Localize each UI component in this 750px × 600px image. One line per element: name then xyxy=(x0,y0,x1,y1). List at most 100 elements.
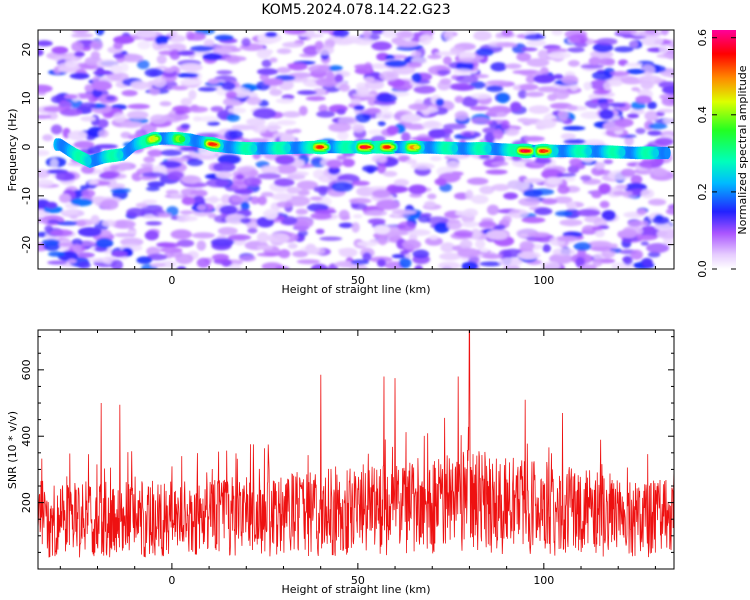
noise-blob xyxy=(629,40,639,48)
noise-blob xyxy=(292,250,309,258)
noise-blob xyxy=(397,155,411,163)
noise-blob xyxy=(145,186,160,192)
noise-blob xyxy=(146,246,161,257)
noise-blob xyxy=(501,30,513,37)
noise-blob xyxy=(101,170,121,179)
noise-blob xyxy=(614,46,634,53)
noise-blob xyxy=(115,163,132,170)
noise-blob xyxy=(47,219,59,224)
noise-blob xyxy=(580,111,601,119)
noise-blob xyxy=(38,48,44,57)
noise-blob xyxy=(160,149,183,157)
noise-blob xyxy=(176,266,187,269)
noise-blob xyxy=(443,30,454,41)
noise-blob xyxy=(77,227,102,237)
noise-blob xyxy=(482,253,503,260)
noise-blob xyxy=(38,150,50,156)
noise-blob xyxy=(408,184,427,195)
x-tick-label: 50 xyxy=(351,274,365,287)
noise-blob xyxy=(523,189,543,198)
noise-blob xyxy=(469,105,490,111)
noise-blob xyxy=(569,158,583,167)
noise-blob xyxy=(639,226,660,237)
noise-blob xyxy=(525,91,545,98)
noise-blob xyxy=(198,86,218,92)
noise-blob xyxy=(463,208,478,218)
noise-blob xyxy=(568,34,589,44)
noise-blob xyxy=(427,54,442,60)
noise-blob xyxy=(42,134,53,142)
noise-blob xyxy=(525,75,536,84)
noise-blob xyxy=(355,112,371,123)
noise-blob xyxy=(657,108,674,113)
noise-blob xyxy=(272,192,293,201)
noise-blob xyxy=(377,162,387,174)
noise-blob xyxy=(659,93,674,101)
noise-blob xyxy=(428,234,439,240)
noise-blob xyxy=(598,183,611,194)
noise-blob xyxy=(298,229,308,237)
noise-blob xyxy=(50,158,59,169)
noise-blob xyxy=(339,83,350,92)
noise-blob xyxy=(256,252,281,257)
noise-blob xyxy=(552,89,570,100)
noise-blob xyxy=(252,108,277,119)
noise-blob xyxy=(430,155,442,162)
noise-blob xyxy=(547,51,571,59)
noise-blob xyxy=(408,103,429,111)
noise-blob xyxy=(485,85,504,92)
noise-blob xyxy=(510,101,522,112)
noise-blob xyxy=(596,38,618,46)
noise-blob xyxy=(503,192,518,200)
noise-blob xyxy=(491,184,510,191)
noise-blob xyxy=(333,36,343,43)
noise-blob xyxy=(70,198,93,207)
noise-blob xyxy=(518,197,541,207)
noise-blob xyxy=(211,253,230,261)
noise-blob xyxy=(660,30,669,36)
noise-blob xyxy=(523,136,545,142)
noise-blob xyxy=(479,154,491,160)
noise-blob xyxy=(169,193,184,198)
ridge-segment xyxy=(321,145,328,150)
noise-blob xyxy=(143,156,156,163)
noise-blob xyxy=(553,74,564,80)
x-tick-label: 50 xyxy=(351,574,365,587)
noise-blob xyxy=(557,110,569,120)
noise-blob xyxy=(197,153,218,160)
noise-blob xyxy=(279,133,296,144)
noise-blob xyxy=(519,240,535,251)
noise-blob xyxy=(256,48,272,59)
noise-blob xyxy=(163,67,176,73)
noise-blob xyxy=(402,239,422,250)
noise-blob xyxy=(273,178,295,187)
noise-blob xyxy=(462,132,472,138)
noise-blob xyxy=(521,217,546,224)
noise-blob xyxy=(362,165,379,173)
noise-blob xyxy=(150,262,166,268)
ridge-segment xyxy=(152,136,159,141)
ridge-segment xyxy=(117,150,124,160)
noise-blob xyxy=(146,253,168,261)
ridge-segment xyxy=(542,149,549,153)
noise-blob xyxy=(126,110,149,120)
noise-blob xyxy=(283,30,307,35)
noise-blob xyxy=(583,81,592,91)
noise-blob xyxy=(160,247,183,253)
noise-blob xyxy=(348,197,372,204)
noise-blob xyxy=(256,232,269,243)
noise-blob xyxy=(80,116,96,122)
x-tick-label: 0 xyxy=(168,274,175,287)
noise-blob xyxy=(662,118,674,124)
noise-blob xyxy=(145,221,162,226)
noise-blob xyxy=(354,64,371,70)
noise-blob xyxy=(364,79,385,90)
noise-blob xyxy=(210,106,224,112)
noise-blob xyxy=(556,173,577,178)
snr-x-ticks: 0 50 100 xyxy=(59,330,656,587)
noise-blob xyxy=(50,124,63,135)
noise-blob xyxy=(289,72,313,79)
noise-blob xyxy=(384,60,408,68)
noise-blob xyxy=(457,57,480,64)
noise-blob xyxy=(246,96,262,106)
